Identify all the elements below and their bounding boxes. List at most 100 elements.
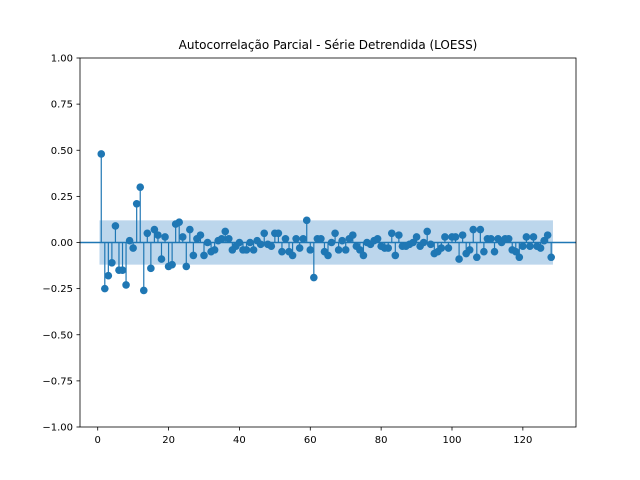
data-point [186, 225, 194, 234]
data-point [473, 253, 481, 262]
data-point [451, 233, 460, 241]
y-tick-label: −0.75 [42, 376, 73, 387]
data-point [426, 240, 435, 249]
y-tick-label: 0.00 [51, 238, 73, 249]
data-point [455, 255, 463, 263]
data-point [203, 238, 212, 247]
data-point [487, 235, 495, 243]
data-point [260, 229, 269, 238]
x-tick-label: 60 [304, 435, 317, 446]
data-point [101, 284, 109, 293]
data-point [458, 231, 467, 239]
data-point [189, 251, 198, 260]
data-point [384, 244, 393, 252]
data-point [480, 247, 488, 256]
data-point [437, 244, 446, 252]
data-point [292, 235, 300, 243]
y-tick-label: −0.50 [42, 330, 73, 341]
data-point [281, 235, 290, 243]
data-point [529, 233, 538, 241]
data-point [175, 218, 183, 227]
data-point [108, 258, 116, 267]
data-point [288, 251, 297, 260]
data-point [132, 199, 141, 208]
data-point [423, 227, 432, 236]
data-point [465, 246, 474, 254]
data-point [391, 251, 400, 260]
data-point [157, 255, 166, 263]
data-point [125, 236, 134, 245]
x-tick-label: 20 [162, 435, 175, 446]
axes: −1.00 −0.75 −0.50 −0.25 0.00 0.25 0.50 0.75 1.00… [42, 54, 577, 446]
data-point [490, 247, 499, 256]
data-point [178, 233, 187, 241]
data-point [182, 262, 191, 271]
plot-area [80, 150, 576, 295]
y-tick-label: 1.00 [51, 54, 73, 65]
data-point [444, 244, 453, 252]
data-point [349, 231, 357, 239]
data-point [256, 240, 265, 249]
data-point [302, 216, 311, 225]
data-point [441, 233, 449, 241]
data-point [526, 242, 534, 250]
y-tick-label: 0.75 [51, 100, 73, 111]
data-point [511, 247, 520, 256]
data-point [143, 229, 152, 238]
chart-title: Autocorrelação Parcial - Série Detrendid… [179, 38, 478, 52]
x-tick-label: 40 [233, 435, 246, 446]
data-point [136, 183, 145, 191]
data-point [476, 225, 485, 234]
data-point [210, 246, 219, 254]
data-point [409, 238, 417, 247]
data-point [111, 222, 120, 230]
data-point [196, 231, 205, 239]
data-point [249, 246, 258, 254]
data-point [341, 246, 350, 254]
data-point [522, 233, 531, 241]
data-point [200, 251, 208, 260]
data-point [419, 238, 428, 247]
x-tick-label: 100 [442, 435, 461, 446]
data-point [122, 281, 130, 289]
data-point [299, 235, 308, 243]
y-tick-label: 0.50 [51, 146, 73, 157]
data-point [225, 235, 233, 243]
data-point [469, 225, 478, 234]
x-tick-label: 0 [95, 435, 101, 446]
data-point [147, 264, 155, 273]
y-tick-label: −1.00 [42, 423, 73, 434]
data-point [373, 235, 382, 243]
data-point [161, 233, 169, 241]
data-point [412, 233, 421, 241]
data-point [168, 260, 176, 269]
data-point [359, 251, 368, 260]
x-tick-label: 120 [513, 435, 532, 446]
data-point [274, 229, 283, 238]
data-point [139, 286, 148, 295]
data-point [536, 244, 545, 252]
data-point [104, 271, 113, 280]
data-point [150, 225, 159, 234]
data-point [547, 253, 555, 262]
data-point [154, 231, 162, 239]
data-point [295, 244, 304, 252]
data-point [267, 242, 276, 250]
data-point [327, 238, 336, 247]
data-point [217, 235, 226, 243]
data-point [310, 273, 318, 282]
data-point [331, 229, 339, 238]
data-point [242, 246, 251, 254]
data-point [324, 251, 332, 260]
data-point [395, 231, 403, 239]
data-point [543, 231, 552, 239]
x-tick-label: 80 [375, 435, 388, 446]
data-point [246, 238, 254, 247]
data-point [317, 235, 325, 243]
data-point [129, 244, 137, 252]
data-point [515, 253, 524, 262]
data-point [278, 247, 286, 256]
data-point [338, 236, 346, 245]
data-point [540, 236, 548, 245]
